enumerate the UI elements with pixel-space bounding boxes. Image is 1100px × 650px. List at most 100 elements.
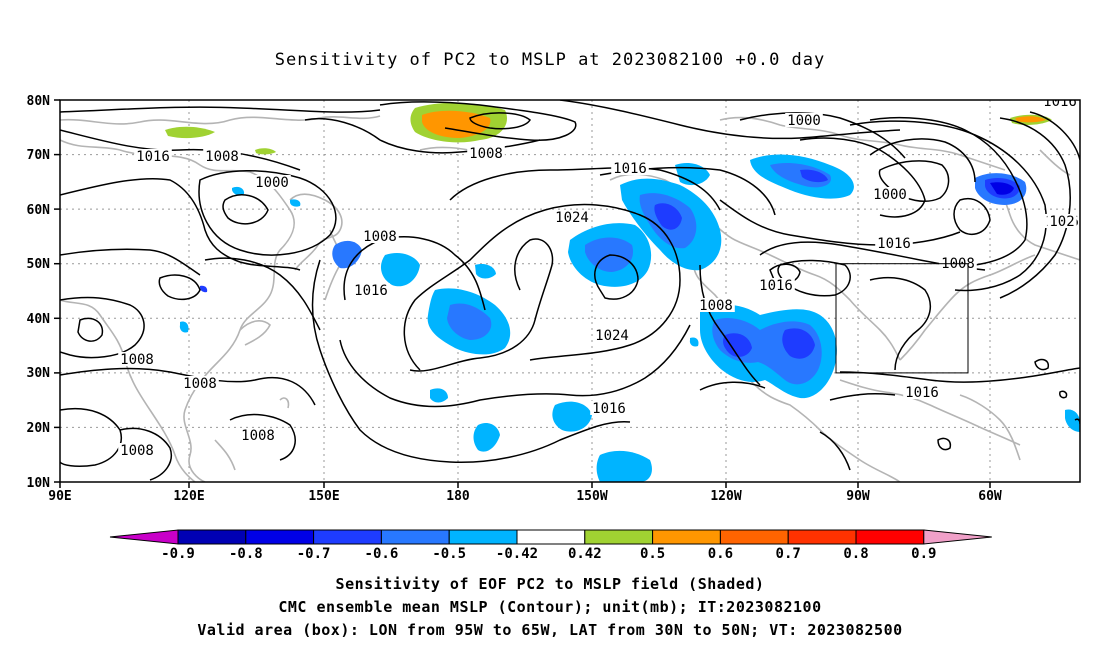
contour-label: 1016 — [354, 283, 388, 299]
contour-label-bg — [134, 149, 172, 163]
lat-label: 20N — [27, 421, 51, 436]
contour-label: 1016 — [592, 401, 626, 417]
lat-label: 10N — [27, 476, 51, 491]
contour-label-bg — [203, 149, 241, 163]
colorbar-tick-label: -0.42 — [496, 546, 538, 562]
chart-title: Sensitivity of PC2 to MSLP at 2023082100… — [274, 50, 826, 70]
lat-label: 40N — [27, 312, 51, 327]
contour-label-bg — [1047, 214, 1077, 228]
contour-label-bg — [697, 298, 735, 312]
lon-label: 120W — [710, 489, 741, 504]
contour-label-bg — [757, 278, 795, 292]
lon-label: 60W — [978, 489, 1002, 504]
contour-label: 1000 — [255, 175, 289, 191]
contour-labels: 1016 1008 1000 1008 1016 1024 1008 1016 1000 1000… — [118, 94, 1080, 459]
contour-label-bg — [352, 283, 390, 297]
longitude-labels: 90E 120E 150E 180 150W 120W 90W 60W — [48, 489, 1002, 504]
colorbar-tick-label: 0.9 — [911, 546, 936, 562]
colorbar-box — [177, 529, 247, 545]
contour-label-bg — [903, 385, 941, 399]
lon-label: 150W — [576, 489, 607, 504]
contour-label: 1016 — [136, 149, 170, 165]
axis-ticks — [54, 99, 991, 488]
colorbar-box — [855, 529, 925, 545]
colorbar-tick-label: 0.5 — [640, 546, 665, 562]
contour-label-bg — [181, 376, 219, 390]
colorbar-box — [584, 529, 654, 545]
lat-label: 50N — [27, 257, 51, 272]
colorbar-tick-label: -0.9 — [161, 546, 195, 562]
contour-label: 102 — [1049, 214, 1074, 230]
contour-label: 1008 — [183, 376, 217, 392]
map-frame — [59, 99, 1081, 483]
lat-label: 30N — [27, 366, 51, 381]
lon-label: 120E — [173, 489, 204, 504]
colorbar-tick-label: -0.6 — [365, 546, 399, 562]
contour-label-bg — [593, 328, 631, 342]
latitude-labels: 80N 70N 60N 50N 40N 30N 20N 10N — [27, 94, 51, 491]
contour-label: 1000 — [787, 113, 821, 129]
colorbar-tick-label: -0.7 — [297, 546, 331, 562]
colorbar-box — [516, 529, 586, 545]
lon-label: 90W — [846, 489, 870, 504]
contour-label: 1008 — [469, 146, 503, 162]
contour-label: 1016 — [877, 236, 911, 252]
colorbar-box — [313, 529, 382, 545]
contour-label-bg — [361, 229, 399, 243]
contour-label: 1008 — [120, 352, 154, 368]
colorbar-box — [380, 529, 450, 545]
colorbar-box — [448, 529, 518, 545]
contour-label: 1000 — [873, 187, 907, 203]
contour-label-bg — [553, 210, 591, 224]
mslp-contours — [60, 100, 1080, 481]
lon-label: 180 — [446, 489, 470, 504]
contour-label: 1016 — [759, 278, 793, 294]
contour-label: 1024 — [555, 210, 589, 226]
lon-label: 90E — [48, 489, 71, 504]
contour-label: 1008 — [120, 443, 154, 459]
contour-label: 1024 — [595, 328, 629, 344]
colorbar-tick-label: -0.8 — [229, 546, 263, 562]
contour-label-bg — [875, 236, 913, 250]
colorbar-tick-label: 0.8 — [843, 546, 868, 562]
contour-label: 1016 — [613, 161, 647, 177]
caption-line-1: Sensitivity of EOF PC2 to MSLP field (Sh… — [335, 575, 765, 593]
colorbar-over-triangle — [923, 529, 992, 545]
sensitivity-shading — [165, 102, 1080, 482]
contour-label: 1008 — [241, 428, 275, 444]
colorbar-tick-label: 0.6 — [708, 546, 733, 562]
contour-label-bg — [939, 256, 977, 270]
colorbar-box — [245, 529, 315, 545]
colorbar-box — [719, 529, 789, 545]
contour-label-bg — [118, 443, 156, 457]
contour-label-bg — [118, 352, 156, 366]
caption-line-3: Valid area (box): LON from 95W to 65W, L… — [197, 621, 903, 639]
lat-label: 80N — [27, 94, 51, 109]
colorbar-under-triangle — [109, 529, 179, 545]
contour-label-bg — [590, 401, 628, 415]
valid-area-box — [835, 263, 969, 374]
contour-label: 1016 — [905, 385, 939, 401]
contour-label-bg — [239, 428, 277, 442]
contour-label-bg — [871, 187, 909, 201]
lat-label: 70N — [27, 148, 51, 163]
contour-label: 1016 — [1043, 94, 1077, 110]
colorbar-tick-label: 0.42 — [568, 546, 602, 562]
contour-label-bg — [1041, 100, 1079, 108]
colorbar-tick-label: 0.7 — [776, 546, 801, 562]
colorbar-box — [652, 529, 721, 545]
map-area: 1016 1008 1000 1008 1016 1024 1008 1016 1000 1000… — [60, 94, 1080, 482]
caption-line-2: CMC ensemble mean MSLP (Contour); unit(m… — [278, 598, 822, 616]
colorbar: -0.9 -0.8 -0.7 -0.6 -0.5 -0.42 0.42 0.5 0.6 0.7 0.… — [109, 529, 992, 562]
contour-label: 1008 — [363, 229, 397, 245]
contour-label-bg — [253, 175, 291, 189]
lon-label: 150E — [308, 489, 339, 504]
contour-label-bg — [467, 146, 505, 160]
colorbar-tick-label: -0.5 — [432, 546, 466, 562]
contour-label-bg — [785, 113, 823, 127]
contour-label: 1008 — [699, 298, 733, 314]
contour-label: 1008 — [205, 149, 239, 165]
lat-label: 60N — [27, 203, 51, 218]
contour-label-bg — [611, 161, 649, 175]
